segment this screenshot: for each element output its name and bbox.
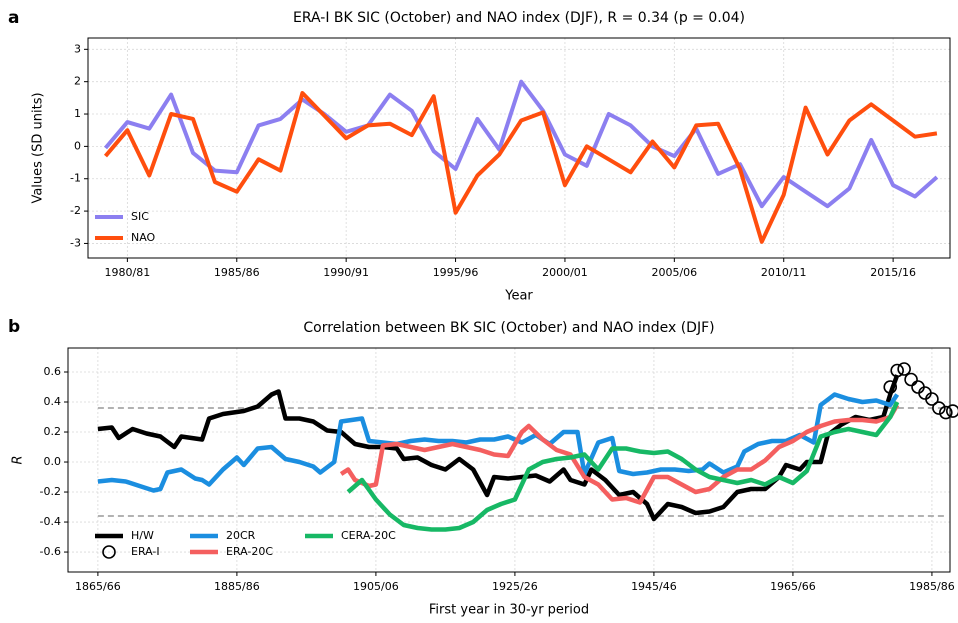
y-tick-label: 0.2	[44, 425, 62, 438]
era-i-point	[890, 363, 904, 378]
y-tick-label: 1	[74, 107, 81, 120]
x-tick-label: 1945/46	[631, 580, 677, 593]
x-tick-label: 1985/86	[214, 266, 260, 279]
x-axis-label: First year in 30-yr period	[429, 603, 589, 618]
x-tick-label: 2015/16	[870, 266, 916, 279]
y-tick-label: 0.4	[44, 395, 62, 408]
legend-label: SIC	[131, 210, 149, 223]
era-i-point	[932, 401, 946, 415]
series-line	[346, 401, 900, 532]
era-i-point	[897, 362, 911, 376]
x-tick-label: 1995/96	[433, 266, 479, 279]
chart-title: ERA-I BK SIC (October) and NAO index (DJ…	[293, 10, 745, 26]
y-axis-label: R	[11, 455, 26, 464]
y-axis-label: Values (SD units)	[31, 92, 46, 203]
legend-marker	[102, 545, 116, 559]
series-line	[97, 392, 900, 493]
plot-frame	[67, 347, 951, 573]
x-tick-label: 1905/06	[353, 580, 399, 593]
x-tick-label: 1865/66	[75, 580, 121, 593]
era-i-point	[939, 405, 953, 420]
panel-label: b	[8, 317, 20, 337]
legend-label: ERA-I	[131, 545, 160, 558]
y-tick-label: 3	[74, 42, 81, 55]
y-tick-label: -0.2	[40, 485, 61, 498]
y-tick-label: 0.6	[44, 365, 62, 378]
series-line	[103, 79, 939, 209]
x-tick-label: 1925/26	[492, 580, 538, 593]
y-tick-label: 0.0	[44, 455, 62, 468]
x-tick-label: 1990/91	[323, 266, 369, 279]
chart-title: Correlation between BK SIC (October) and…	[303, 320, 714, 336]
legend-label: 20CR	[226, 529, 256, 542]
y-tick-label: 0	[74, 139, 81, 152]
series-line	[103, 91, 938, 244]
y-tick-label: -1	[70, 172, 81, 185]
era-i-point	[945, 404, 958, 418]
plot-frame	[87, 37, 951, 259]
x-tick-label: 1985/86	[909, 580, 955, 593]
series-line	[339, 403, 900, 505]
era-i-point	[904, 372, 918, 387]
y-tick-label: -0.4	[40, 515, 61, 528]
x-tick-label: 1965/66	[770, 580, 816, 593]
y-tick-label: -2	[70, 204, 81, 217]
x-tick-label: 1980/81	[105, 266, 151, 279]
y-tick-label: 2	[74, 75, 81, 88]
x-tick-label: 2010/11	[761, 266, 807, 279]
era-i-point	[925, 392, 939, 406]
legend-label: H/W	[131, 529, 154, 542]
y-tick-label: -0.6	[40, 545, 61, 558]
y-tick-label: -3	[70, 236, 81, 249]
legend-label: CERA-20C	[341, 529, 396, 542]
x-axis-label: Year	[504, 289, 533, 304]
panel-label: a	[8, 8, 19, 28]
x-tick-label: 2000/01	[542, 266, 588, 279]
era-i-point	[883, 380, 898, 394]
series-line	[97, 374, 900, 522]
x-tick-label: 2005/06	[651, 266, 697, 279]
legend-label: NAO	[131, 231, 156, 244]
legend-label: ERA-20C	[226, 545, 273, 558]
x-tick-label: 1885/86	[214, 580, 260, 593]
